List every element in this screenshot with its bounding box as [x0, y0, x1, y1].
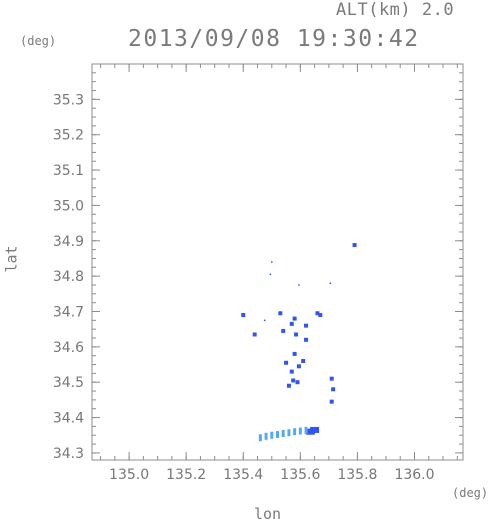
y-tick-label: 34.9 — [53, 234, 84, 250]
echo-point — [241, 313, 246, 318]
echo-point — [294, 332, 299, 337]
echo-point — [289, 321, 294, 326]
echo-point — [293, 428, 297, 436]
plot-frame — [91, 63, 464, 461]
x-tick-label: 135.8 — [337, 467, 377, 483]
y-tick-label: 35.0 — [53, 198, 84, 214]
echo-point — [352, 243, 357, 248]
echo-point — [289, 369, 294, 374]
echo-point — [287, 429, 291, 437]
axis-ticks: 135.0 135.2 135.4 135.6 135.8 136.0 34.3 34.4 34… — [53, 63, 463, 483]
echo-point — [286, 383, 291, 388]
echo-point — [291, 378, 296, 383]
echo-point — [269, 273, 272, 276]
echo-point — [298, 427, 302, 435]
y-tick-label: 34.6 — [53, 340, 84, 356]
echo-point — [292, 351, 297, 356]
echo-point — [305, 428, 315, 435]
echo-point — [298, 284, 300, 286]
y-axis-unit: (deg) — [20, 34, 57, 48]
echo-point — [296, 364, 301, 369]
echo-point — [264, 432, 268, 440]
echo-point — [276, 431, 279, 439]
echo-point — [304, 337, 309, 342]
x-axis-label: lon — [254, 505, 282, 523]
echo-point — [304, 426, 308, 434]
echo-point — [270, 431, 274, 439]
echo-point — [329, 282, 332, 284]
y-tick-label: 35.1 — [53, 163, 84, 179]
echo-point — [292, 316, 297, 321]
x-tick-label: 135.2 — [166, 467, 206, 483]
x-axis-unit: (deg) — [452, 486, 489, 500]
echo-point — [271, 261, 273, 263]
y-tick-label: 34.3 — [53, 446, 84, 462]
echo-point — [318, 313, 323, 318]
echo-point — [329, 399, 334, 404]
echo-point — [301, 359, 306, 363]
echo-point — [284, 360, 289, 365]
echo-points — [241, 243, 357, 442]
y-tick-label: 34.8 — [53, 269, 84, 285]
altitude-label: ALT(km) 2.0 — [336, 0, 455, 20]
x-tick-label: 136.0 — [394, 467, 434, 483]
x-tick-label: 135.6 — [280, 467, 320, 483]
echo-point — [258, 434, 262, 442]
echo-point — [329, 376, 334, 381]
echo-point — [281, 429, 285, 437]
y-tick-label: 34.7 — [53, 305, 84, 321]
echo-point — [252, 332, 257, 337]
y-tick-label: 35.3 — [53, 92, 84, 108]
y-tick-label: 35.2 — [53, 128, 84, 144]
datetime-title: 2013/09/08 19:30:42 — [128, 26, 420, 52]
y-tick-label: 34.5 — [53, 375, 84, 391]
echo-point — [304, 323, 309, 328]
echo-point — [278, 311, 283, 316]
echo-point — [295, 380, 300, 385]
echo-point — [331, 387, 336, 392]
echo-point — [263, 319, 266, 322]
y-tick-label: 34.4 — [53, 411, 84, 427]
echo-point — [315, 311, 320, 316]
x-tick-label: 135.4 — [223, 467, 263, 483]
echo-point — [281, 328, 286, 333]
x-tick-label: 135.0 — [109, 467, 149, 483]
